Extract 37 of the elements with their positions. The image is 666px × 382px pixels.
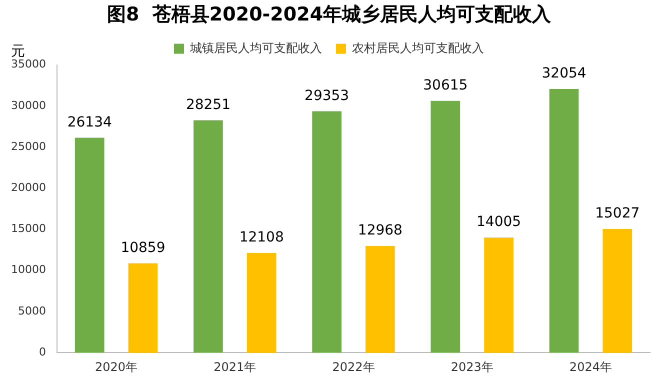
bar: [602, 229, 632, 353]
y-tick-label: 25000: [10, 140, 46, 153]
data-label: 12108: [239, 230, 284, 246]
data-label: 30615: [423, 78, 468, 94]
y-tick-label: 0: [38, 345, 46, 358]
bar: [484, 237, 514, 353]
y-axis-title: 元: [11, 43, 25, 60]
bar: [194, 120, 223, 353]
bar: [430, 100, 460, 353]
legend-label: 城镇居民人均可支配收入: [189, 40, 322, 55]
y-tick-label: 5000: [18, 304, 46, 318]
x-tick-label: 2024年: [569, 360, 612, 374]
bar: [549, 89, 579, 353]
bar: [366, 246, 395, 353]
data-label: 14005: [476, 214, 522, 230]
x-tick-label: 2020年: [95, 360, 138, 374]
bar: [246, 253, 276, 353]
data-label: 10859: [120, 240, 166, 256]
y-tick-label: 20000: [10, 181, 46, 194]
data-label: 29353: [304, 88, 350, 104]
chart-title: 图8 苍梧县2020-2024年城乡居民人均可支配收入: [106, 3, 552, 26]
x-tick-label: 2022年: [332, 360, 375, 374]
y-tick-label: 35000: [10, 58, 46, 71]
bar: [312, 111, 342, 353]
x-tick-label: 2023年: [450, 360, 494, 374]
bar: [74, 138, 104, 353]
y-tick-label: 15000: [10, 222, 46, 236]
bar: [128, 263, 158, 353]
data-label: 15027: [595, 206, 640, 222]
data-label: 28251: [186, 96, 230, 113]
y-tick-label: 30000: [10, 98, 46, 112]
legend-label: 农村居民人均可支配收入: [352, 40, 484, 55]
data-label: 12968: [358, 222, 402, 239]
data-label: 26134: [67, 114, 112, 130]
data-label: 32054: [542, 66, 586, 82]
y-tick-label: 10000: [10, 263, 46, 276]
x-tick-label: 2021年: [214, 360, 256, 374]
